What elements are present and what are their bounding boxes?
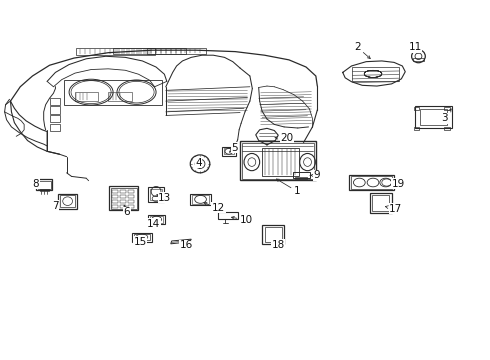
Text: 17: 17: [385, 204, 402, 214]
Bar: [444, 107, 450, 110]
Bar: [128, 200, 134, 203]
Bar: [413, 58, 424, 61]
Bar: [295, 177, 307, 179]
Bar: [120, 190, 126, 193]
Bar: [352, 67, 399, 81]
Text: 20: 20: [275, 133, 294, 143]
Bar: [112, 195, 118, 198]
Bar: [372, 195, 389, 211]
Text: 5: 5: [229, 143, 238, 153]
Bar: [223, 148, 234, 154]
Bar: [49, 107, 60, 114]
Text: 11: 11: [408, 42, 422, 53]
Bar: [128, 195, 134, 198]
Bar: [40, 189, 49, 192]
Bar: [221, 147, 236, 156]
Text: 1: 1: [276, 179, 300, 197]
Text: 14: 14: [147, 219, 161, 229]
Text: 2: 2: [354, 42, 370, 59]
Bar: [60, 195, 75, 207]
Bar: [150, 189, 162, 200]
Bar: [369, 193, 392, 213]
Bar: [49, 98, 60, 105]
Bar: [218, 212, 238, 219]
Bar: [128, 205, 134, 208]
Bar: [262, 225, 284, 244]
Bar: [444, 127, 450, 130]
Bar: [120, 195, 126, 198]
Bar: [120, 200, 126, 203]
Text: 12: 12: [204, 202, 225, 213]
Bar: [150, 216, 163, 223]
Text: 13: 13: [157, 193, 172, 203]
Bar: [111, 188, 137, 209]
Bar: [113, 48, 186, 54]
Bar: [112, 200, 118, 203]
Bar: [75, 92, 98, 101]
Bar: [414, 107, 419, 110]
Bar: [112, 205, 118, 208]
Bar: [192, 195, 209, 204]
Text: 4: 4: [195, 158, 202, 168]
Bar: [190, 194, 211, 205]
Bar: [147, 48, 206, 54]
Text: 18: 18: [271, 239, 285, 249]
Bar: [64, 80, 162, 105]
Bar: [36, 179, 52, 190]
Bar: [132, 233, 152, 242]
Bar: [348, 175, 393, 190]
Bar: [58, 194, 77, 209]
Text: 7: 7: [52, 201, 59, 211]
Bar: [49, 124, 60, 131]
Bar: [128, 190, 134, 193]
Bar: [108, 92, 132, 101]
Text: 16: 16: [180, 240, 193, 250]
Text: 3: 3: [441, 109, 451, 123]
Text: 9: 9: [310, 170, 320, 180]
Bar: [112, 190, 118, 193]
Text: 6: 6: [123, 205, 130, 217]
Bar: [134, 234, 150, 240]
Bar: [148, 187, 164, 202]
Text: 15: 15: [134, 237, 147, 247]
Bar: [120, 205, 126, 208]
Text: 8: 8: [32, 179, 39, 189]
Bar: [265, 227, 282, 242]
Bar: [414, 127, 419, 130]
Bar: [242, 143, 314, 179]
Bar: [49, 115, 60, 122]
Bar: [76, 48, 155, 55]
Bar: [420, 109, 447, 126]
Bar: [148, 215, 165, 224]
Bar: [350, 176, 392, 189]
Bar: [240, 141, 316, 180]
Bar: [38, 181, 50, 189]
Bar: [293, 172, 310, 178]
Bar: [262, 148, 299, 176]
Text: 10: 10: [231, 215, 253, 225]
Bar: [109, 186, 139, 211]
Bar: [415, 107, 452, 128]
Text: 19: 19: [392, 179, 405, 189]
